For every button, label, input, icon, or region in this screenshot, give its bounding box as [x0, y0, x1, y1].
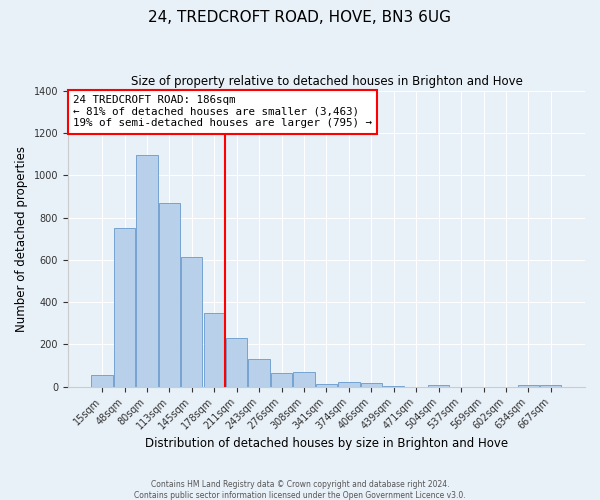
Text: 24, TREDCROFT ROAD, HOVE, BN3 6UG: 24, TREDCROFT ROAD, HOVE, BN3 6UG [149, 10, 452, 25]
Bar [316, 384, 337, 387]
Bar [518, 384, 539, 387]
Text: 24 TREDCROFT ROAD: 186sqm
← 81% of detached houses are smaller (3,463)
19% of se: 24 TREDCROFT ROAD: 186sqm ← 81% of detac… [73, 95, 372, 128]
Bar [383, 386, 404, 387]
X-axis label: Distribution of detached houses by size in Brighton and Hove: Distribution of detached houses by size … [145, 437, 508, 450]
Title: Size of property relative to detached houses in Brighton and Hove: Size of property relative to detached ho… [131, 75, 523, 88]
Text: Contains HM Land Registry data © Crown copyright and database right 2024.
Contai: Contains HM Land Registry data © Crown c… [134, 480, 466, 500]
Bar [226, 338, 247, 387]
Bar [293, 372, 314, 387]
Bar [428, 384, 449, 387]
Bar [338, 382, 359, 387]
Y-axis label: Number of detached properties: Number of detached properties [15, 146, 28, 332]
Bar [203, 312, 225, 387]
Bar [271, 373, 292, 387]
Bar [540, 384, 562, 387]
Bar [136, 155, 158, 387]
Bar [159, 202, 180, 387]
Bar [181, 256, 202, 387]
Bar [91, 375, 113, 387]
Bar [248, 360, 270, 387]
Bar [361, 382, 382, 387]
Bar [114, 228, 135, 387]
